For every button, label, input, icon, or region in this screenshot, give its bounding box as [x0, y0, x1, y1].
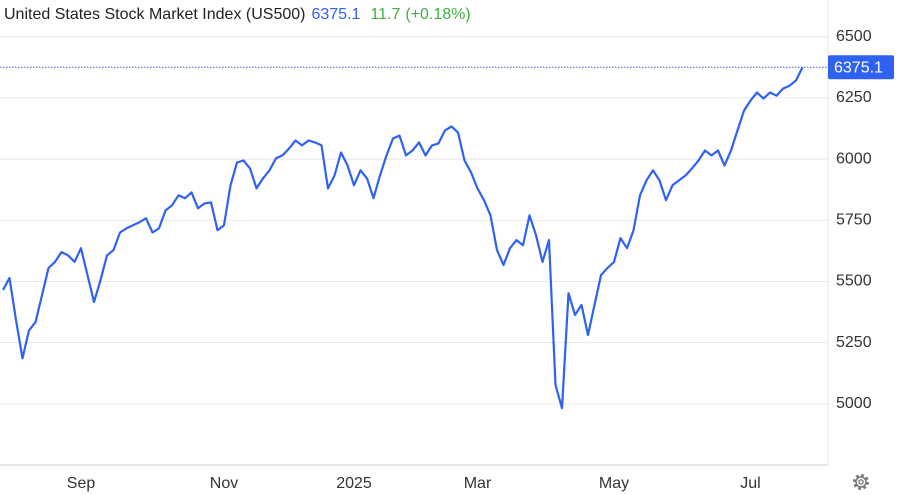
x-tick-label: 2025 [336, 475, 372, 492]
y-tick-label: 5750 [836, 211, 872, 228]
y-tick-label: 5000 [836, 395, 872, 412]
y-tick-label: 6250 [836, 89, 872, 106]
last-value-box [828, 55, 894, 80]
settings-icon[interactable] [853, 474, 869, 490]
y-tick-label: 5500 [836, 273, 872, 290]
y-tick-label: 6000 [836, 150, 872, 167]
x-tick-label: Nov [210, 475, 238, 492]
chart-title: United States Stock Market Index (US500) [4, 6, 305, 23]
x-tick-label: Sep [67, 475, 96, 492]
change: 11.7 [370, 6, 400, 23]
x-tick-label: Jul [740, 475, 760, 492]
price-line [2, 66, 804, 410]
y-tick-label: 5250 [836, 334, 872, 351]
last-price: 6375.1 [311, 6, 360, 23]
last-value-label: 6375.1 [834, 59, 883, 76]
x-tick-label: Mar [464, 475, 492, 492]
change-percent: (+0.18%) [405, 6, 470, 23]
x-tick-label: May [599, 475, 629, 492]
y-tick-label: 6500 [836, 28, 872, 45]
